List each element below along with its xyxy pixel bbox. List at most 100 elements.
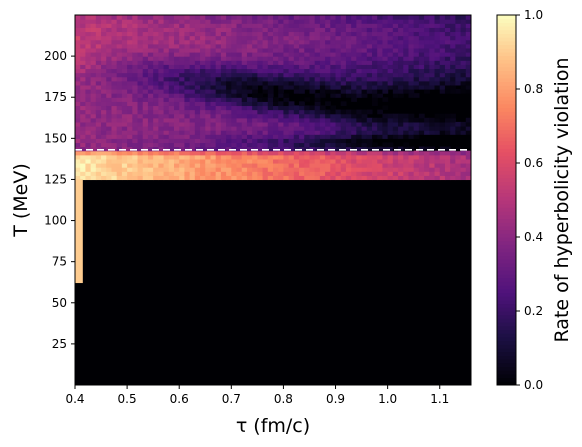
heatmap-cell bbox=[241, 15, 248, 20]
heatmap-cell bbox=[273, 113, 279, 119]
heatmap-cell bbox=[116, 64, 123, 70]
heatmap-cell bbox=[106, 39, 113, 45]
heatmap-cell bbox=[200, 97, 206, 102]
heatmap-cell bbox=[382, 142, 389, 148]
heatmap-cell bbox=[465, 68, 471, 74]
heatmap-cell bbox=[179, 76, 186, 82]
heatmap-cell bbox=[121, 27, 128, 33]
heatmap-cell bbox=[215, 72, 222, 78]
heatmap-cell bbox=[288, 72, 295, 78]
heatmap-cell bbox=[210, 154, 217, 160]
heatmap-cell bbox=[236, 113, 243, 119]
heatmap-cell bbox=[434, 154, 441, 160]
heatmap-cell bbox=[424, 150, 430, 156]
heatmap-cell bbox=[90, 101, 97, 107]
heatmap-cell bbox=[398, 64, 404, 70]
heatmap-cell bbox=[231, 72, 238, 78]
heatmap-cell bbox=[309, 52, 316, 57]
heatmap-cell bbox=[231, 52, 238, 57]
heatmap-cell bbox=[95, 150, 102, 156]
heatmap-cell bbox=[330, 113, 337, 119]
heatmap-cell bbox=[194, 171, 201, 176]
heatmap-cell bbox=[361, 84, 368, 90]
heatmap-cell bbox=[90, 175, 97, 181]
heatmap-cell bbox=[413, 158, 420, 164]
heatmap-cell bbox=[382, 68, 389, 74]
heatmap-cell bbox=[356, 35, 363, 41]
heatmap-cell bbox=[372, 31, 378, 37]
heatmap-cell bbox=[168, 134, 175, 139]
heatmap-cell bbox=[215, 138, 222, 144]
heatmap-cell bbox=[252, 109, 258, 115]
heatmap-cell bbox=[184, 80, 191, 86]
heatmap-cell bbox=[267, 56, 274, 61]
heatmap-cell bbox=[121, 126, 128, 131]
heatmap-cell bbox=[215, 89, 222, 94]
heatmap-cell bbox=[106, 138, 113, 144]
heatmap-cell bbox=[95, 163, 102, 168]
heatmap-cell bbox=[309, 64, 316, 70]
colorbar-segment bbox=[497, 244, 516, 249]
colorbar-segment bbox=[497, 351, 516, 356]
heatmap-cell bbox=[361, 39, 368, 45]
heatmap-cell bbox=[314, 150, 321, 156]
heatmap-cell bbox=[194, 84, 201, 90]
x-tick-label: 0.8 bbox=[274, 392, 293, 406]
heatmap-cell bbox=[75, 23, 81, 28]
heatmap-cell bbox=[330, 134, 337, 139]
heatmap-cell bbox=[153, 35, 159, 41]
heatmap-cell bbox=[121, 23, 128, 28]
heatmap-cell bbox=[325, 43, 331, 49]
heatmap-cell bbox=[184, 130, 191, 135]
heatmap-cell bbox=[398, 72, 404, 78]
heatmap-cell bbox=[356, 27, 363, 33]
heatmap-cell bbox=[220, 130, 227, 135]
heatmap-cell bbox=[283, 121, 290, 127]
heatmap-cell bbox=[382, 60, 389, 65]
heatmap-cell bbox=[200, 68, 206, 74]
heatmap-cell bbox=[267, 146, 274, 152]
heatmap-cell bbox=[132, 47, 139, 53]
heatmap-cell bbox=[392, 15, 399, 20]
heatmap-cell bbox=[116, 27, 123, 33]
heatmap-cell bbox=[231, 150, 238, 156]
heatmap-cell bbox=[257, 19, 264, 24]
heatmap-cell bbox=[460, 121, 467, 127]
heatmap-cell bbox=[299, 167, 305, 172]
heatmap-cell bbox=[372, 35, 378, 41]
heatmap-cell bbox=[403, 121, 410, 127]
heatmap-cell bbox=[319, 89, 326, 94]
heatmap-cell bbox=[278, 138, 285, 144]
heatmap-cell bbox=[392, 80, 399, 86]
heatmap-cell bbox=[158, 60, 165, 65]
heatmap-cell bbox=[168, 68, 175, 74]
heatmap-cell bbox=[246, 121, 253, 127]
heatmap-cell bbox=[90, 35, 97, 41]
heatmap-cell bbox=[189, 80, 196, 86]
colorbar-segment bbox=[497, 211, 516, 216]
heatmap-cell bbox=[283, 130, 290, 135]
heatmap-cell bbox=[304, 43, 311, 49]
heatmap-cell bbox=[444, 64, 451, 70]
heatmap-cell bbox=[75, 138, 81, 144]
heatmap-cell bbox=[434, 27, 441, 33]
heatmap-cell bbox=[205, 146, 212, 152]
heatmap-cell bbox=[75, 76, 81, 82]
heatmap-cell bbox=[220, 93, 227, 98]
heatmap-cell bbox=[158, 52, 165, 57]
heatmap-cell bbox=[116, 109, 123, 115]
heatmap-cell bbox=[174, 113, 180, 119]
heatmap-cell bbox=[168, 121, 175, 127]
heatmap-cell bbox=[80, 19, 87, 24]
heatmap-cell bbox=[309, 126, 316, 131]
heatmap-cell bbox=[345, 27, 352, 33]
heatmap-cell bbox=[267, 60, 274, 65]
heatmap-cell bbox=[387, 113, 394, 119]
heatmap-cell bbox=[220, 97, 227, 102]
heatmap-cell bbox=[220, 31, 227, 37]
heatmap-cell bbox=[132, 15, 139, 20]
heatmap-cell bbox=[116, 72, 123, 78]
heatmap-cell bbox=[450, 19, 456, 24]
heatmap-cell bbox=[163, 76, 170, 82]
heatmap-cell bbox=[137, 60, 144, 65]
